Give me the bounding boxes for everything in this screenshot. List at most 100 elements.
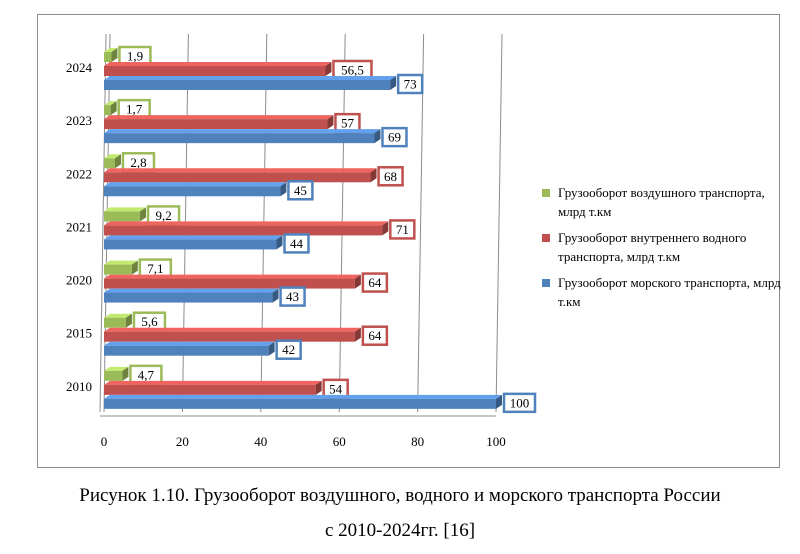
bar	[104, 370, 123, 381]
data-label-box	[361, 272, 389, 293]
bar	[104, 264, 132, 275]
bar-end-face	[374, 129, 381, 144]
bar-end-face	[280, 182, 287, 197]
data-label: 1,9	[127, 49, 143, 64]
bar-top-face	[104, 327, 361, 332]
data-label-box	[361, 325, 389, 346]
chart-frame	[37, 14, 780, 468]
bar	[104, 211, 141, 222]
bar	[104, 384, 316, 395]
bar-end-face	[354, 327, 361, 342]
data-label: 69	[388, 130, 401, 145]
bar	[104, 52, 112, 62]
bar	[104, 172, 371, 183]
data-label: 42	[282, 342, 295, 357]
legend-item-sea: Грузооборот морского транспорта, млрд т.…	[542, 273, 782, 311]
data-label: 4,7	[138, 367, 155, 382]
bar-end-face	[268, 341, 275, 356]
chart-legend: Грузооборот воздушного транспорта, млрд …	[542, 183, 782, 318]
bar-top-face	[104, 129, 381, 134]
bar-top-face	[104, 154, 121, 159]
bar	[104, 278, 355, 289]
bar-end-face	[114, 154, 121, 169]
bar-top-face	[104, 341, 275, 346]
bar-end-face	[110, 101, 117, 116]
bar-end-face	[370, 168, 377, 183]
bar-top-face	[104, 207, 147, 212]
bar-end-face	[131, 260, 138, 275]
data-label-box	[377, 166, 404, 187]
legend-swatch-air	[542, 189, 550, 197]
data-label: 43	[286, 289, 299, 304]
bar	[104, 119, 328, 130]
bar	[104, 331, 355, 342]
data-label-box	[275, 339, 302, 360]
legend-item-air: Грузооборот воздушного транспорта, млрд …	[542, 183, 782, 221]
y-tick-label: 2021	[66, 219, 92, 234]
data-label: 68	[384, 169, 397, 184]
y-tick-label: 2020	[66, 273, 92, 288]
data-label-box	[389, 219, 416, 240]
data-label-box	[287, 180, 314, 201]
x-tick-label: 40	[254, 434, 267, 449]
data-label: 100	[510, 395, 530, 410]
bar-top-face	[104, 115, 334, 120]
y-tick-label: 2010	[66, 379, 92, 394]
bar-end-face	[276, 235, 283, 250]
gridline	[495, 33, 503, 413]
bar-top-face	[104, 260, 138, 265]
data-label-box	[396, 73, 424, 95]
bar-top-face	[104, 235, 283, 240]
data-label: 7,1	[147, 261, 163, 276]
bar-top-face	[104, 182, 287, 187]
bar-top-face	[104, 394, 502, 399]
bar-top-face	[104, 62, 332, 66]
bar-top-face	[104, 168, 377, 173]
legend-item-river: Грузооборот внутреннего водного транспор…	[542, 228, 782, 266]
data-label-box	[502, 392, 537, 414]
legend-label-river: Грузооборот внутреннего водного транспор…	[558, 230, 747, 264]
bar-top-face	[104, 366, 129, 371]
data-label: 44	[290, 236, 304, 251]
bar-end-face	[382, 221, 389, 236]
bar-end-face	[327, 115, 334, 130]
bar	[104, 317, 126, 328]
bar	[104, 398, 496, 409]
bar-end-face	[315, 380, 322, 395]
figure-caption-line2: с 2010-2024гг. [16]	[324, 520, 476, 541]
bar-end-face	[354, 274, 361, 289]
bar-top-face	[104, 221, 389, 226]
bar-top-face	[104, 101, 117, 106]
bar-top-face	[104, 76, 397, 80]
data-label-box	[283, 233, 310, 254]
data-label: 5,6	[141, 314, 158, 329]
bar	[104, 239, 277, 250]
bar	[104, 158, 115, 169]
bar	[104, 225, 383, 236]
bar-end-face	[390, 76, 397, 90]
data-label: 64	[368, 275, 382, 290]
data-label: 64	[368, 328, 382, 343]
y-axis-line	[99, 33, 107, 413]
bar-end-face	[111, 48, 118, 62]
data-label-box	[279, 286, 306, 307]
bar-end-face	[125, 313, 132, 328]
y-tick-label: 2023	[66, 113, 92, 128]
legend-label-air: Грузооборот воздушного транспорта, млрд …	[558, 185, 765, 219]
bar-end-face	[140, 207, 147, 222]
bar-top-face	[104, 288, 279, 293]
bar	[104, 292, 273, 303]
data-label: 2,8	[130, 155, 146, 170]
bar	[104, 105, 111, 116]
gridline	[417, 33, 425, 413]
legend-swatch-sea	[542, 279, 550, 287]
legend-swatch-river	[542, 234, 550, 242]
data-label: 9,2	[155, 208, 171, 223]
figure-caption-line1: Рисунок 1.10. Грузооборот воздушного, во…	[79, 485, 721, 506]
y-tick-label: 2015	[66, 326, 92, 341]
bar	[104, 186, 281, 197]
legend-label-sea: Грузооборот морского транспорта, млрд т.…	[558, 275, 781, 309]
data-label: 73	[404, 77, 417, 92]
x-tick-label: 100	[486, 434, 506, 449]
bar-top-face	[104, 380, 322, 385]
